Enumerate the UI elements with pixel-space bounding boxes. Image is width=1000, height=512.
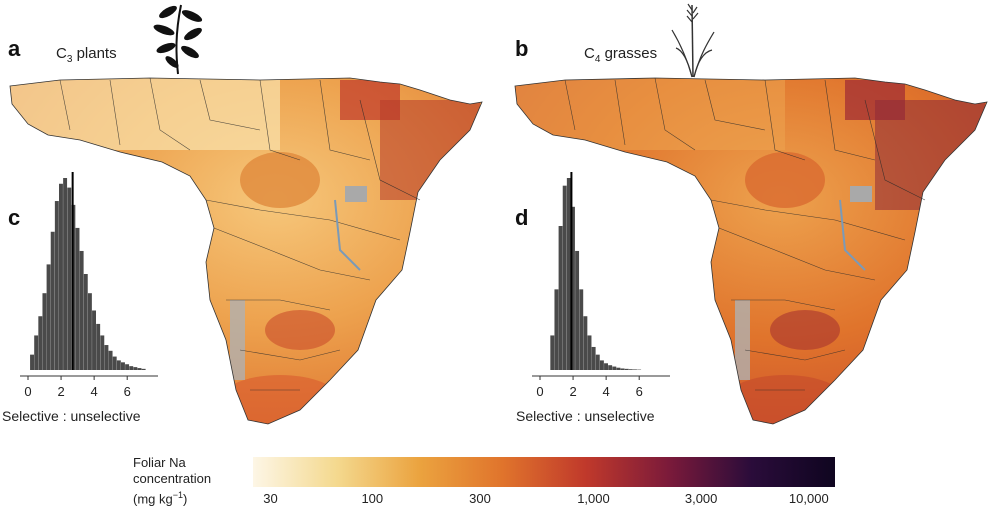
histogram-bar	[575, 250, 580, 370]
colorbar-tick-label: 30	[263, 491, 278, 506]
histogram-bar	[96, 323, 101, 370]
colorbar-tick-label: 300	[469, 491, 491, 506]
x-tick: 2	[569, 376, 577, 399]
histogram-bar	[46, 264, 51, 370]
histogram-bar	[116, 360, 121, 370]
histogram-bar	[599, 360, 604, 370]
colorbar-tick-label: 3,000	[684, 491, 718, 506]
map-c4-grasses	[514, 77, 988, 425]
histogram-bar	[83, 274, 88, 370]
histogram-c-xlabel: Selective : unselective	[2, 408, 141, 424]
histogram-bar	[633, 369, 637, 370]
x-tick-label: 2	[569, 384, 576, 399]
x-tick: 4	[91, 376, 98, 399]
panel-letter-d: d	[515, 205, 529, 230]
histogram-bar	[42, 293, 47, 370]
histogram-bar	[620, 368, 625, 370]
histogram-bar	[554, 289, 559, 370]
histogram-bar	[100, 335, 105, 370]
grass-icon	[671, 3, 715, 78]
histogram-bar	[579, 289, 584, 370]
panel-title-b: C4 grasses	[584, 45, 658, 65]
histogram-bar	[591, 346, 596, 370]
panel-letter-c: c	[8, 205, 21, 230]
histogram-bar	[133, 367, 138, 370]
x-tick-label: 0	[24, 384, 31, 399]
x-tick-label: 0	[536, 384, 543, 399]
histogram-bar	[566, 178, 571, 370]
colorbar-tick-label: 10,000	[788, 491, 829, 506]
panel-letter-a: a	[8, 36, 21, 61]
histogram-bar	[616, 367, 621, 370]
histogram-bar	[608, 365, 613, 370]
histogram-bar	[79, 250, 84, 370]
histogram-bar	[129, 366, 134, 370]
histogram-bar	[571, 206, 575, 370]
x-tick-label: 6	[124, 384, 131, 399]
colorbar-ticks: 30 100 300 1,000 3,000 10,000	[253, 491, 835, 509]
histogram-bar	[54, 201, 59, 370]
histogram-bar	[87, 293, 92, 370]
x-tick-label: 2	[57, 384, 64, 399]
histogram-bar	[104, 345, 109, 370]
x-tick: 4	[603, 376, 610, 399]
histogram-bar	[562, 185, 567, 370]
histogram-bar	[30, 354, 34, 370]
histogram-bar	[34, 335, 39, 370]
histogram-bar	[137, 368, 142, 370]
histogram-d-xlabel: Selective : unselective	[516, 408, 655, 424]
x-tick-label: 6	[636, 384, 643, 399]
x-tick: 0	[24, 376, 32, 399]
histogram-bar	[624, 368, 629, 370]
histogram-bar	[67, 187, 72, 370]
histogram-bar	[63, 178, 68, 370]
leafy-plant-icon	[153, 4, 203, 75]
histogram-bar	[112, 356, 117, 370]
x-tick: 6	[636, 376, 643, 399]
colorbar-tick-label: 1,000	[577, 491, 610, 506]
histogram-bar	[121, 362, 125, 370]
x-tick: 6	[124, 376, 131, 399]
histogram-bar	[38, 316, 43, 370]
histogram-bar	[92, 310, 96, 370]
panel-letter-b: b	[515, 36, 529, 61]
colorbar	[253, 457, 835, 487]
x-tick-label: 4	[91, 384, 98, 399]
colorbar-label: Foliar Na concentration (mg kg−1)	[133, 455, 212, 507]
histogram-bar	[612, 366, 617, 370]
histogram-bar	[50, 231, 55, 370]
x-tick: 0	[536, 376, 544, 399]
histogram-bar	[108, 350, 113, 370]
x-tick: 2	[57, 376, 65, 399]
histogram-bar	[558, 226, 563, 370]
histogram-bar	[583, 316, 588, 370]
panel-title-a: C3 plants	[56, 45, 117, 65]
histogram-bar	[550, 335, 555, 370]
histogram-bar	[59, 183, 63, 370]
histogram-bar	[628, 369, 633, 370]
histogram-bar	[141, 368, 146, 370]
colorbar-tick-label: 100	[361, 491, 384, 506]
histogram-bar	[75, 227, 80, 370]
x-tick-label: 4	[603, 384, 610, 399]
histogram-bar	[125, 364, 130, 370]
histogram-bar	[595, 354, 600, 370]
histogram-bar	[587, 335, 592, 370]
histogram-bar	[604, 363, 608, 370]
